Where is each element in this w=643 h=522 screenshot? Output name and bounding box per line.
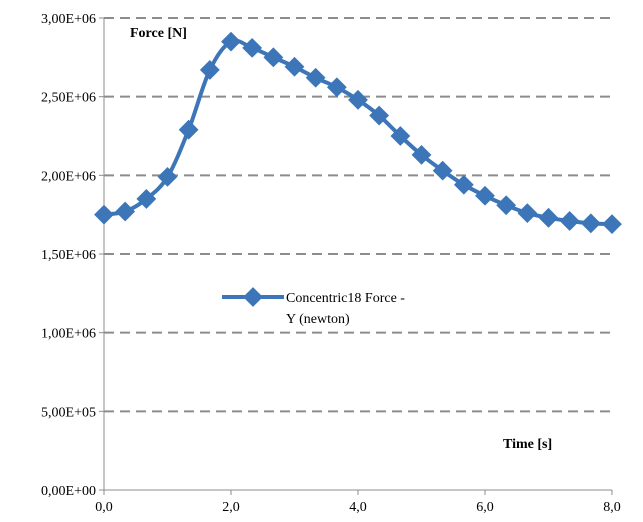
data-series xyxy=(94,31,622,235)
data-point xyxy=(538,207,559,228)
data-point xyxy=(517,203,538,223)
data-point xyxy=(242,37,263,58)
data-point xyxy=(602,214,622,235)
data-point xyxy=(199,60,220,80)
y-tick-label: 1,50E+06 xyxy=(41,248,96,263)
legend: Concentric18 Force - Y (newton) xyxy=(222,287,405,327)
axes xyxy=(103,18,612,491)
data-point xyxy=(559,211,580,231)
x-tick-label: 8,0 xyxy=(603,500,621,515)
y-axis-title: Force [N] xyxy=(130,26,187,41)
x-axis-title: Time [s] xyxy=(503,437,552,452)
data-point xyxy=(115,201,136,222)
data-point xyxy=(284,56,305,77)
data-point xyxy=(453,174,474,195)
y-tick-label: 2,00E+06 xyxy=(41,169,96,184)
y-axis-ticks: 0,00E+00 5,00E+05 1,00E+06 1,50E+06 2,00E+06… xyxy=(41,12,104,499)
legend-label-line1: Concentric18 Force - xyxy=(286,291,405,306)
y-tick-label: 2,50E+06 xyxy=(41,91,96,106)
y-tick-label: 5,00E+05 xyxy=(41,405,96,420)
data-point xyxy=(263,47,284,68)
x-tick-label: 6,0 xyxy=(476,500,494,515)
data-point xyxy=(496,195,517,216)
x-tick-label: 0,0 xyxy=(95,500,113,515)
data-point xyxy=(580,213,601,234)
data-point xyxy=(178,119,199,140)
y-tick-label: 1,00E+06 xyxy=(41,327,96,342)
data-point xyxy=(136,189,157,209)
data-point xyxy=(390,126,411,146)
data-point xyxy=(348,89,368,110)
data-point xyxy=(94,204,114,225)
x-tick-label: 4,0 xyxy=(349,500,367,515)
legend-marker xyxy=(243,287,263,307)
data-point xyxy=(475,185,495,206)
legend-label-line2: Y (newton) xyxy=(286,312,350,327)
x-tick-label: 2,0 xyxy=(222,500,240,515)
data-point xyxy=(432,160,453,181)
y-tick-label: 3,00E+06 xyxy=(41,12,96,27)
gridlines xyxy=(104,17,612,413)
y-tick-label: 0,00E+00 xyxy=(41,484,96,499)
data-point xyxy=(411,144,432,165)
x-axis-ticks: 0,0 2,0 4,0 6,0 8,0 xyxy=(95,490,621,515)
data-point xyxy=(369,105,390,126)
data-point xyxy=(326,77,347,98)
series-line xyxy=(103,38,613,227)
data-point xyxy=(157,167,178,187)
data-point xyxy=(305,67,326,88)
